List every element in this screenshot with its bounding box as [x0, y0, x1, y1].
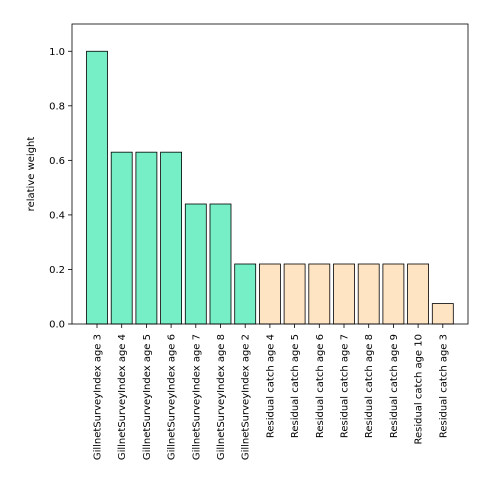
x-tick-label-5: GillnetSurveyIndex age 7 [191, 334, 202, 460]
bar-1 [86, 50, 108, 325]
y-tick-label-2: 0.4 [49, 210, 65, 221]
bar-15 [431, 303, 454, 325]
x-tick-label-15: Residual catch age 3 [438, 334, 449, 438]
x-tick-label-13: Residual catch age 9 [389, 334, 400, 438]
plot-frame [71, 23, 469, 325]
bar-14 [407, 263, 430, 325]
y-tick-label-3: 0.6 [49, 156, 65, 167]
x-tick-label-9: Residual catch age 5 [290, 334, 301, 438]
x-tick-label-14: Residual catch age 10 [414, 334, 425, 445]
x-tick-label-1: GillnetSurveyIndex age 3 [93, 334, 104, 460]
bar-12 [357, 263, 380, 325]
bar-5 [184, 203, 207, 325]
bars-group [86, 50, 454, 325]
x-tick-label-7: GillnetSurveyIndex age 2 [241, 334, 252, 460]
bar-2 [110, 151, 133, 325]
bar-13 [382, 263, 405, 325]
bar-4 [160, 151, 183, 325]
x-tick-label-6: GillnetSurveyIndex age 8 [216, 334, 227, 460]
y-axis-label: relative weight [26, 137, 37, 212]
bar-10 [308, 263, 331, 325]
bar-11 [333, 263, 355, 325]
x-tick-label-10: Residual catch age 6 [315, 334, 326, 438]
y-tick-label-0: 0.0 [49, 320, 65, 331]
bar-6 [209, 203, 232, 325]
y-tick-label-5: 1.0 [49, 47, 65, 58]
x-axis-ticks: GillnetSurveyIndex age 3 GillnetSurveyInd… [93, 324, 449, 460]
bar-3 [135, 151, 158, 325]
x-tick-label-12: Residual catch age 8 [364, 334, 375, 438]
x-tick-label-11: Residual catch age 7 [340, 334, 351, 438]
x-tick-label-4: GillnetSurveyIndex age 6 [167, 334, 178, 460]
bar-8 [258, 263, 281, 325]
x-tick-label-3: GillnetSurveyIndex age 5 [142, 334, 153, 460]
y-tick-label-1: 0.2 [49, 265, 65, 276]
bar-7 [234, 263, 257, 325]
x-tick-label-2: GillnetSurveyIndex age 4 [117, 334, 128, 460]
x-tick-label-8: Residual catch age 4 [265, 334, 276, 438]
bar-9 [283, 263, 306, 325]
y-tick-label-4: 0.8 [49, 101, 65, 112]
y-axis-ticks: 0.0 0.2 0.4 0.6 0.8 1.0 [49, 47, 72, 331]
